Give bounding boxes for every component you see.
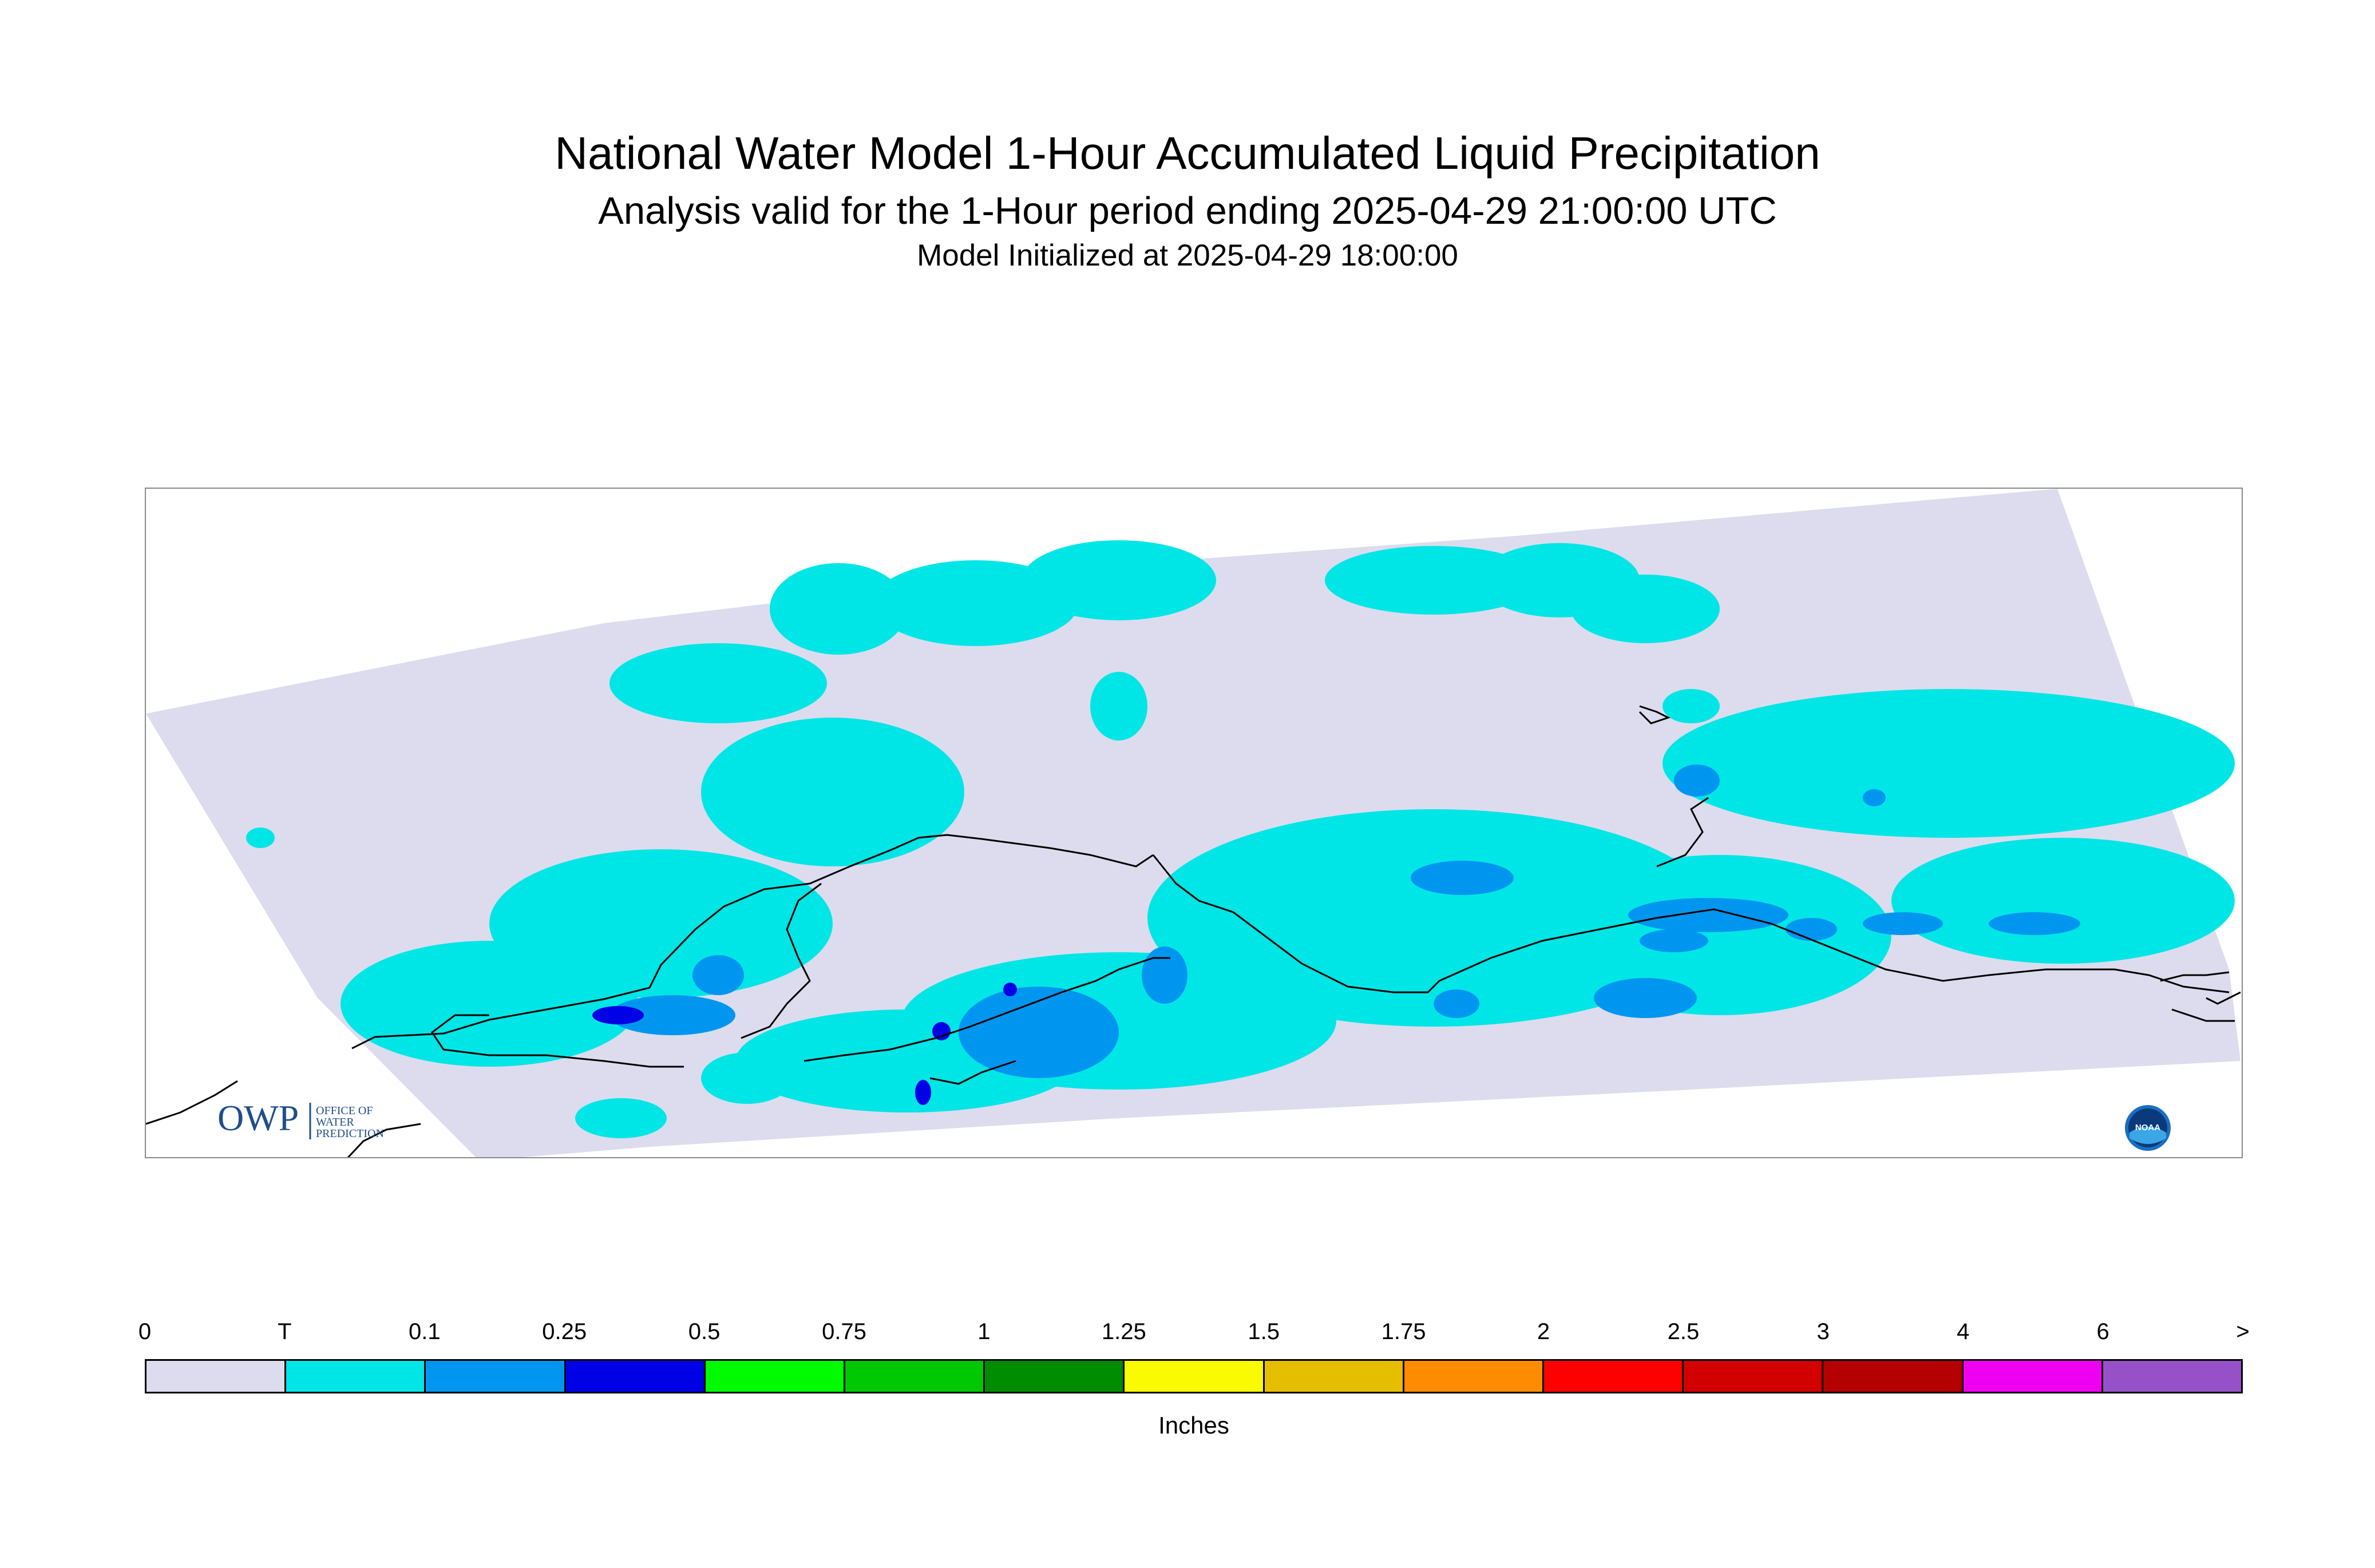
map-canvas [146,489,2241,1157]
legend-tick-label: 1.25 [1101,1319,1146,1344]
legend-tick-label: 1.75 [1381,1319,1426,1344]
noaa-logo-mark: NOAA [2135,1123,2160,1133]
legend-swatch [565,1361,706,1392]
heavy-precip-area [592,983,1017,1105]
owp-logo-line-2: WATER [316,1116,354,1129]
noaa-logo: NOAA [2124,1104,2172,1152]
legend-swatch [2103,1361,2242,1392]
legend-tick-label: 1 [977,1319,991,1344]
map-subtitle: Analysis valid for the 1-Hour period end… [598,189,1777,232]
owp-logo-line-3: PREDICTION [316,1127,384,1140]
legend-swatch [1404,1361,1545,1392]
legend-swatch [1264,1361,1404,1392]
legend-tick-label: 4 [1957,1319,1970,1344]
legend-swatch [147,1361,287,1392]
legend-tick-label: 0.25 [542,1319,587,1344]
legend-swatch [1963,1361,2103,1392]
model-init-time: Model Initialized at 2025-04-29 18:00:00 [917,239,1458,272]
legend-swatch [985,1361,1125,1392]
legend-swatch [1823,1361,1964,1392]
legend-swatch [845,1361,985,1392]
map-title: National Water Model 1-Hour Accumulated … [555,128,1820,179]
legend-tick-label: 2.5 [1667,1319,1700,1344]
coastline [146,705,2241,1157]
legend-tick-label: 2 [1537,1319,1550,1344]
color-legend: 0 T 0.1 0.25 0.5 0.75 1 1.25 1.5 1.75 2 2.5 3 4 6 > Inc… [138,1319,2250,1439]
legend-tick-label: 6 [2096,1319,2109,1344]
owp-logo-mark: OWP [217,1098,299,1138]
legend-tick-label: 0.75 [822,1319,866,1344]
light-precip-area [609,765,2080,1078]
legend-swatch [286,1361,426,1392]
legend-swatch [1125,1361,1265,1392]
owp-logo: OWP OFFICE OF WATER PREDICTION [217,1092,423,1144]
legend-tick-label: 3 [1816,1319,1830,1344]
legend-swatch [1544,1361,1684,1392]
legend-swatch [426,1361,566,1392]
legend-tick-label: T [278,1319,292,1344]
legend-tick-label: 0 [138,1319,152,1344]
legend-tick-label: 0.1 [408,1319,441,1344]
legend-tick-label: > [2236,1319,2250,1344]
owp-logo-line-1: OFFICE OF [316,1104,373,1117]
legend-swatch [705,1361,846,1392]
precipitation-map: OWP OFFICE OF WATER PREDICTION NOAA [145,488,2243,1158]
legend-colorbar [145,1359,2243,1393]
legend-tick-label: 0.5 [688,1319,721,1344]
legend-tick-label: 1.5 [1248,1319,1280,1344]
legend-units: Inches [1158,1412,1229,1439]
legend-swatch [1684,1361,1824,1392]
